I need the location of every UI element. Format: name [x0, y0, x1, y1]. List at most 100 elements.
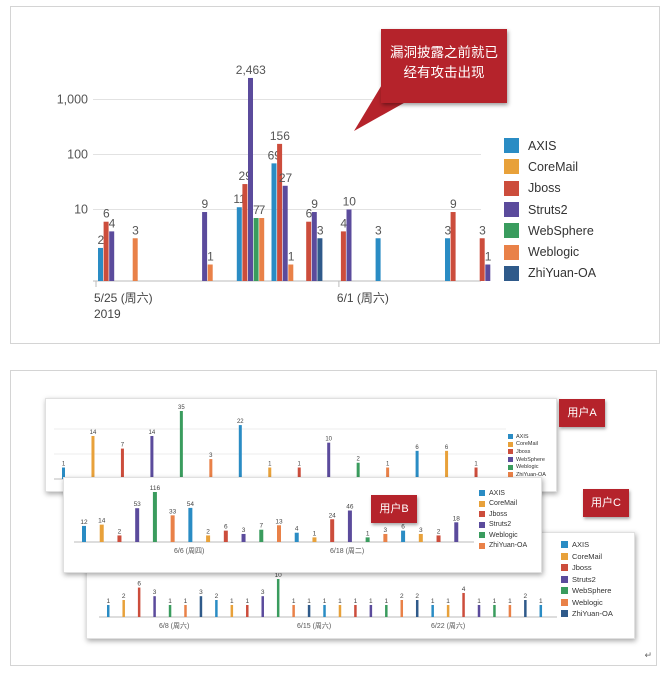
legend-swatch: [479, 521, 485, 528]
callout-line-2: 经有攻击出现: [403, 65, 485, 80]
bar-value-label: 1: [386, 462, 390, 468]
user-a-legend: AXIS CoreMail Jboss WebSphere Weblogic ZhiYua…: [508, 433, 546, 479]
bar-value-label: 1: [106, 598, 110, 605]
bar: [385, 604, 388, 617]
legend-label: Jboss: [489, 510, 508, 518]
legend-item-zhiyuan-oa: ZhiYuan-OA: [561, 608, 613, 620]
legend-item-coremail: CoreMail: [504, 156, 596, 177]
bar: [120, 448, 124, 479]
bar-value-label: 1: [62, 462, 66, 468]
bar-value-label: 1: [313, 530, 317, 537]
bar: [259, 529, 264, 542]
bar-value-label: 2: [400, 593, 404, 600]
bar-value-label: 1: [338, 598, 342, 605]
legend-label: CoreMail: [528, 159, 579, 174]
legend-item-axis: AXIS: [508, 433, 546, 441]
bar-value-label: 6: [137, 581, 141, 588]
bar-value-label: 2: [118, 528, 122, 535]
legend-item-axis: AXIS: [504, 135, 596, 156]
bar-jboss: [242, 184, 248, 281]
bar-value-label: 6: [103, 207, 110, 221]
legend-label: Weblogic: [489, 531, 518, 539]
bar: [107, 604, 110, 617]
legend-swatch: [504, 244, 519, 260]
legend-swatch: [504, 265, 519, 281]
bar-value-label: 10: [275, 572, 283, 579]
bar-value-label: 3: [419, 527, 423, 534]
bar-value-label: 156: [270, 129, 290, 143]
legend-label: CoreMail: [489, 500, 518, 508]
bar: [418, 533, 423, 542]
legend-label: Jboss: [528, 181, 561, 196]
bar-value-label: 1: [446, 598, 450, 605]
legend-swatch: [479, 511, 485, 518]
bar-value-label: 3: [479, 223, 486, 237]
bar-value-label: 1: [168, 598, 172, 605]
legend-label: ZhiYuan-OA: [489, 542, 528, 550]
bar: [230, 604, 234, 617]
user-b-label: 用户B: [379, 503, 409, 515]
legend-item-zhiyuan-oa: ZhiYuan-OA: [508, 471, 546, 479]
legend-swatch: [508, 449, 513, 455]
bar-axis: [271, 163, 277, 281]
x-tick-label: 5/25 (周六): [94, 291, 153, 305]
bar-jboss: [479, 238, 485, 281]
bar-value-label: 7: [121, 443, 125, 449]
bar-value-label: 3: [317, 223, 324, 237]
bar: [477, 604, 481, 617]
bar-value-label: 1: [292, 598, 296, 605]
bar-value-label: 1: [288, 250, 295, 264]
bar: [99, 524, 104, 542]
bar-value-label: 3: [261, 589, 265, 596]
bar-value-label: 1: [298, 462, 302, 468]
bar-value-label: 1: [354, 598, 358, 605]
bar: [493, 604, 496, 617]
legend-item-jboss: Jboss: [504, 178, 596, 199]
bar: [323, 604, 326, 617]
bar-value-label: 6: [415, 445, 419, 451]
bar-struts2: [311, 212, 317, 281]
legend-label: WebSphere: [572, 586, 612, 596]
bar-weblogic: [132, 238, 138, 281]
legend-item-weblogic: Weblogic: [504, 241, 596, 262]
legend-item-coremail: CoreMail: [561, 551, 613, 563]
bar-value-label: 35: [178, 405, 185, 411]
bar-value-label: 7: [259, 523, 263, 530]
bar: [199, 596, 203, 617]
bar-value-label: 2: [437, 528, 441, 535]
bar-jboss: [306, 221, 312, 281]
bar-value-label: 3: [153, 589, 157, 596]
bar-value-label: 54: [187, 501, 195, 508]
x-tick-label: 6/8 (周六): [159, 621, 189, 630]
callout-box: 漏洞披露之前就已 经有攻击出现: [381, 29, 507, 103]
bar: [431, 604, 434, 617]
bar-jboss: [340, 231, 346, 281]
legend-swatch: [504, 138, 519, 154]
legend-label: WebSphere: [528, 223, 594, 238]
bar-value-label: 1: [539, 598, 543, 605]
legend-swatch: [561, 552, 568, 560]
bar-value-label: 2: [122, 593, 126, 600]
bar-value-label: 18: [453, 515, 461, 522]
legend-label: AXIS: [489, 489, 505, 497]
legend-label: CoreMail: [516, 441, 539, 448]
bar: [292, 604, 295, 617]
legend-label: ZhiYuan-OA: [516, 471, 546, 478]
bar: [383, 533, 388, 542]
x-tick-label: 6/15 (周六): [297, 621, 331, 630]
bar: [347, 510, 352, 542]
bar: [338, 604, 342, 617]
bar-value-label: 3: [132, 223, 139, 237]
bar-value-label: 10: [325, 437, 332, 443]
bar-value-label: 27: [279, 171, 293, 185]
bar: [327, 442, 331, 479]
legend-swatch: [561, 541, 568, 549]
bar-jboss: [450, 212, 456, 281]
legend-item-websphere: WebSphere: [508, 456, 546, 464]
legend-swatch: [561, 598, 568, 606]
legend-swatch: [479, 542, 485, 549]
legend-item-struts2: Struts2: [479, 520, 527, 531]
bar: [62, 467, 65, 479]
bar-value-label: 9: [202, 197, 209, 211]
bar: [137, 587, 141, 617]
